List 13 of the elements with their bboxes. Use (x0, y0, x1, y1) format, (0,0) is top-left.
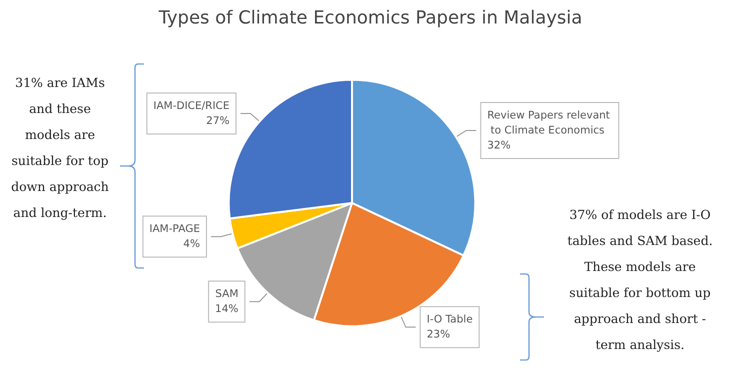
data-label: 23% (426, 328, 450, 341)
data-label: 32% (487, 140, 511, 152)
slice-label: I-O Table (426, 314, 473, 326)
slice-label: IAM-DICE/RICE (153, 100, 230, 112)
data-label: 4% (183, 238, 200, 250)
slice-label: SAM (215, 288, 238, 300)
slice-label: Review Papers relevant to Climate Economics (487, 110, 610, 137)
text: 31% are IAMs and these models are suitable for top down approach and long-term. (10, 74, 110, 222)
data-label: 27% (206, 115, 230, 128)
slice-label: IAM-PAGE (149, 223, 200, 236)
data-label: 14% (215, 303, 238, 316)
text: 37% of models are I-O tables and SAM based. These models are suitable for bottom up approach and short - term analysis. (566, 206, 714, 354)
chart-title: Types of Climate Economics Papers in Malaysia (158, 8, 582, 28)
